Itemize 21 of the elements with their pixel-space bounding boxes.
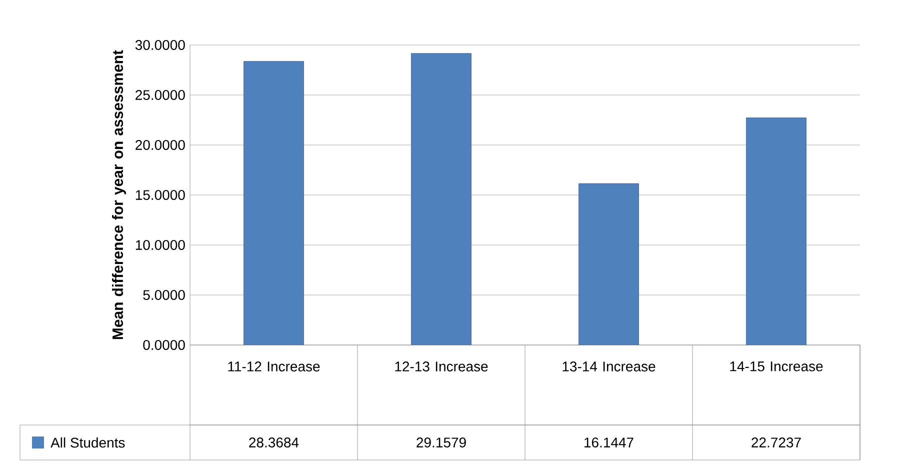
x-tick-label: 14-15 Increase bbox=[730, 362, 823, 372]
legend-label: All Students bbox=[50, 437, 125, 448]
y-tick-label: 20.0000 bbox=[136, 140, 185, 150]
bar bbox=[578, 183, 639, 345]
y-tick-label: 10.0000 bbox=[136, 240, 185, 250]
bar bbox=[244, 61, 304, 345]
y-tick-label: 0.0000 bbox=[143, 340, 185, 350]
data-label: 29.1579 bbox=[416, 438, 466, 448]
y-tick-label: 25.0000 bbox=[136, 90, 185, 100]
x-tick-label: 11-12 Increase bbox=[228, 362, 320, 372]
y-axis-title: Mean difference for year on assessment bbox=[112, 50, 126, 340]
y-tick-label: 30.0000 bbox=[135, 40, 185, 50]
x-tick-label: 13-14 Increase bbox=[562, 362, 656, 372]
y-tick-label: 5.0000 bbox=[143, 290, 185, 300]
bar bbox=[411, 53, 472, 345]
data-label: 16.1447 bbox=[584, 438, 634, 448]
x-tick-label: 12-13 Increase bbox=[395, 362, 488, 372]
bar bbox=[746, 118, 806, 345]
data-label: 28.3684 bbox=[249, 438, 299, 448]
y-tick-label: 15.0000 bbox=[136, 190, 185, 200]
data-label: 22.7237 bbox=[752, 438, 801, 448]
